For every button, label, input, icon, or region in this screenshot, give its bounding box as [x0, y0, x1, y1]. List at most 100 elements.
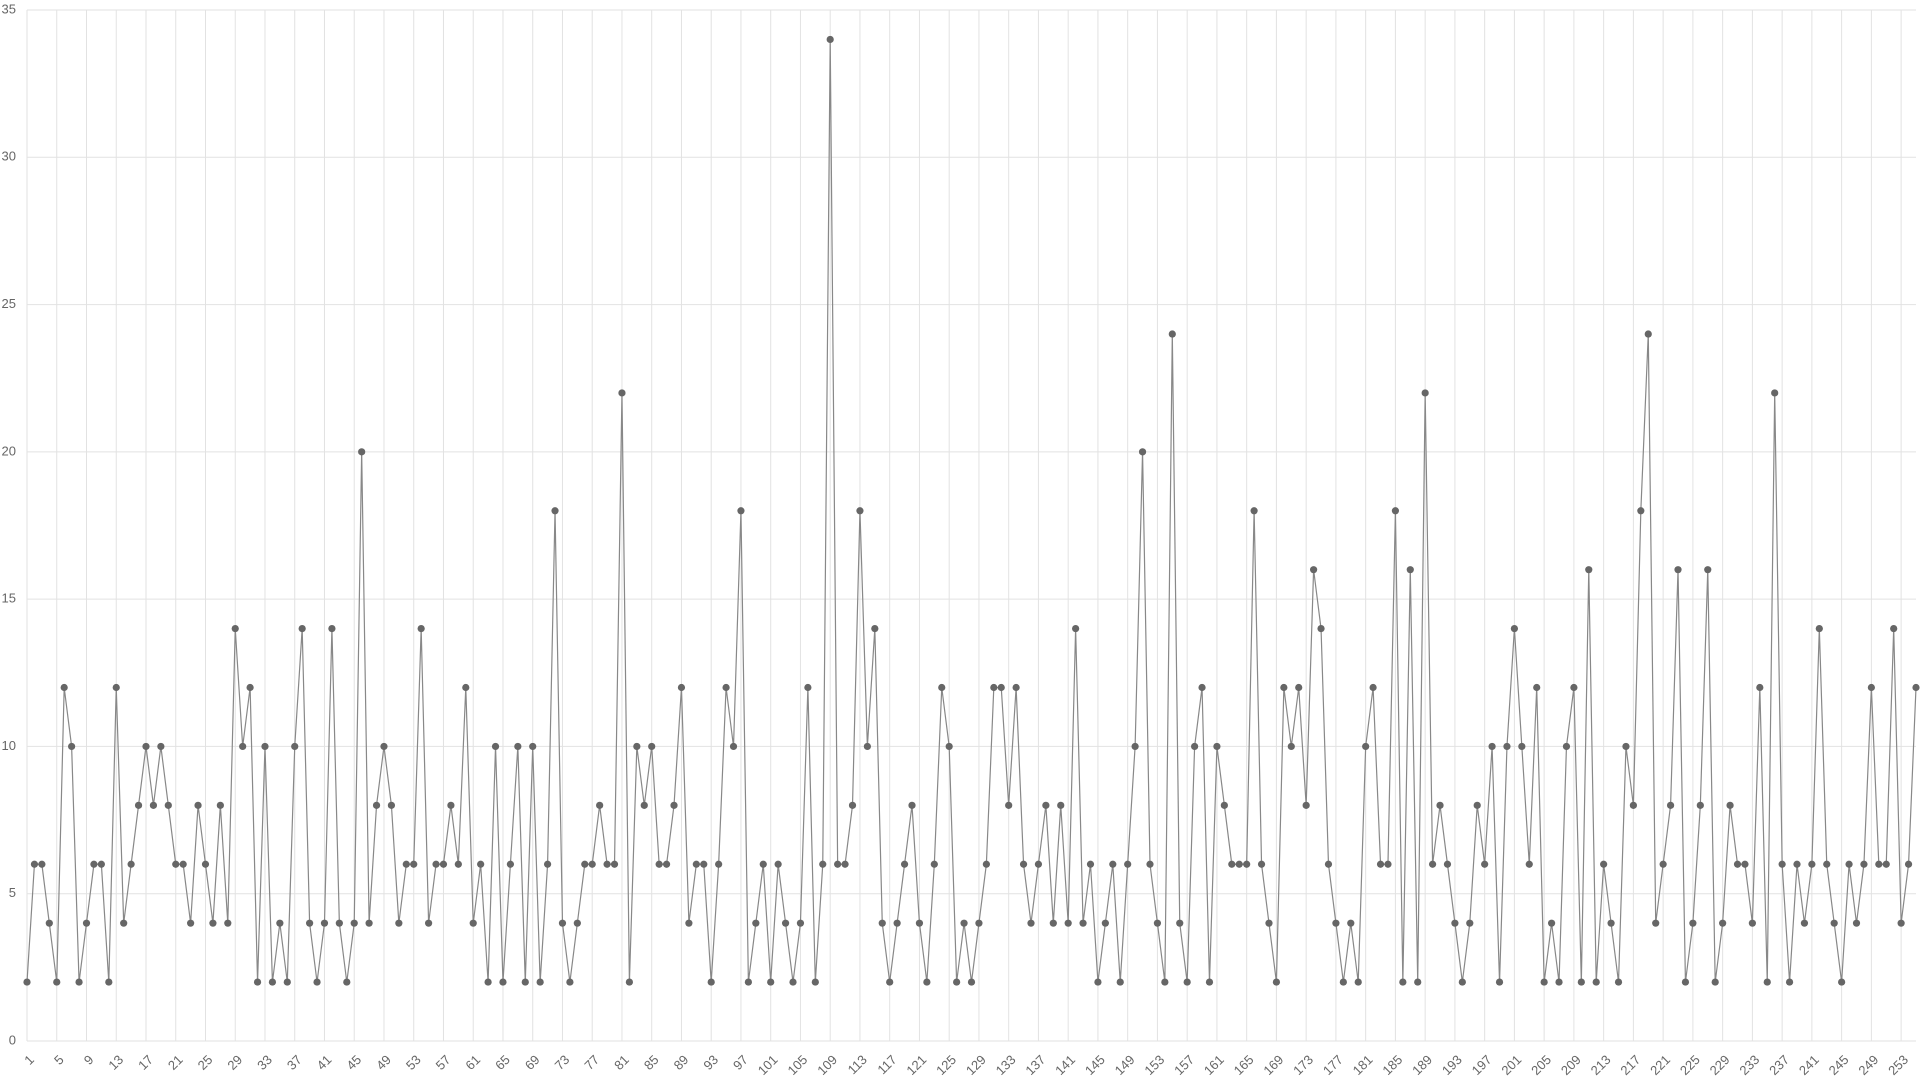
point	[1391, 507, 1400, 515]
point	[856, 507, 864, 515]
x-tick-label: 25	[195, 1052, 216, 1073]
x-tick-label: 181	[1350, 1052, 1376, 1078]
point	[1800, 919, 1809, 927]
point	[834, 860, 842, 868]
point	[320, 919, 329, 927]
point	[692, 860, 700, 868]
point	[759, 860, 767, 868]
point	[1012, 683, 1020, 692]
point	[1495, 978, 1504, 986]
point	[201, 860, 210, 868]
point	[469, 919, 477, 927]
point	[573, 919, 581, 927]
point	[841, 860, 849, 868]
point	[268, 978, 277, 986]
point	[120, 919, 128, 927]
x-tick-label: 217	[1617, 1052, 1643, 1078]
point	[246, 683, 254, 692]
point	[1421, 389, 1429, 397]
point	[276, 919, 284, 927]
x-tick-label: 137	[1022, 1052, 1048, 1078]
point	[209, 919, 217, 927]
point	[1384, 860, 1392, 868]
point	[655, 860, 663, 868]
point	[588, 860, 596, 868]
point	[432, 860, 440, 868]
point	[402, 860, 410, 868]
point	[112, 683, 120, 692]
point	[53, 978, 61, 986]
point	[1481, 860, 1489, 868]
point	[1600, 860, 1608, 868]
x-tick-label: 53	[403, 1052, 424, 1073]
point	[60, 683, 68, 692]
point	[1904, 860, 1913, 868]
point	[1808, 860, 1816, 868]
point	[1540, 978, 1548, 986]
point	[1287, 742, 1295, 751]
point	[1057, 801, 1065, 809]
point	[1302, 801, 1310, 809]
y-tick-label: 10	[2, 738, 16, 753]
point	[1518, 742, 1526, 751]
point	[358, 448, 366, 456]
point	[1064, 919, 1072, 927]
point	[1897, 919, 1905, 927]
point	[618, 389, 626, 397]
point	[1131, 742, 1139, 751]
point	[1466, 919, 1474, 927]
x-tick-label: 81	[611, 1052, 632, 1073]
point	[1771, 389, 1779, 397]
point	[796, 919, 805, 927]
point	[261, 742, 269, 751]
point	[1428, 860, 1437, 868]
point	[1845, 860, 1853, 868]
point	[1183, 978, 1191, 986]
x-tick-label: 57	[433, 1052, 454, 1073]
point	[1510, 625, 1519, 633]
point	[514, 742, 522, 751]
point	[410, 860, 418, 868]
x-tick-label: 213	[1588, 1052, 1614, 1078]
point	[871, 625, 879, 633]
point	[484, 978, 492, 986]
x-tick-label: 101	[755, 1052, 781, 1078]
point	[529, 742, 537, 751]
point	[670, 801, 678, 809]
x-tick-label: 109	[814, 1052, 840, 1078]
point	[789, 978, 797, 986]
x-tick-label: 225	[1677, 1052, 1703, 1078]
x-tick-label: 173	[1290, 1052, 1316, 1078]
x-tick-label: 77	[581, 1052, 602, 1073]
point	[1295, 683, 1303, 692]
point	[863, 742, 871, 751]
x-tick-label: 177	[1320, 1052, 1346, 1078]
x-tick-label: 249	[1855, 1052, 1881, 1078]
point	[1354, 978, 1362, 986]
point	[1778, 860, 1786, 868]
point	[172, 860, 180, 868]
point	[1042, 801, 1050, 809]
point	[1629, 801, 1637, 809]
x-tick-label: 165	[1231, 1052, 1257, 1078]
x-tick-label: 85	[641, 1052, 662, 1073]
point	[1176, 919, 1184, 927]
point	[1458, 978, 1466, 986]
x-tick-label: 125	[933, 1052, 959, 1078]
point	[291, 742, 299, 751]
point	[335, 919, 343, 927]
point	[424, 919, 433, 927]
point	[499, 978, 507, 986]
point	[1280, 683, 1288, 692]
point	[387, 801, 396, 809]
y-tick-label: 0	[9, 1032, 16, 1047]
point	[417, 625, 425, 633]
point	[1205, 978, 1214, 986]
point	[1704, 566, 1712, 574]
point	[551, 507, 559, 515]
x-tick-label: 93	[700, 1052, 721, 1073]
point	[1094, 978, 1102, 986]
x-tick-label: 37	[284, 1052, 305, 1073]
point	[662, 860, 671, 868]
point	[1332, 919, 1340, 927]
